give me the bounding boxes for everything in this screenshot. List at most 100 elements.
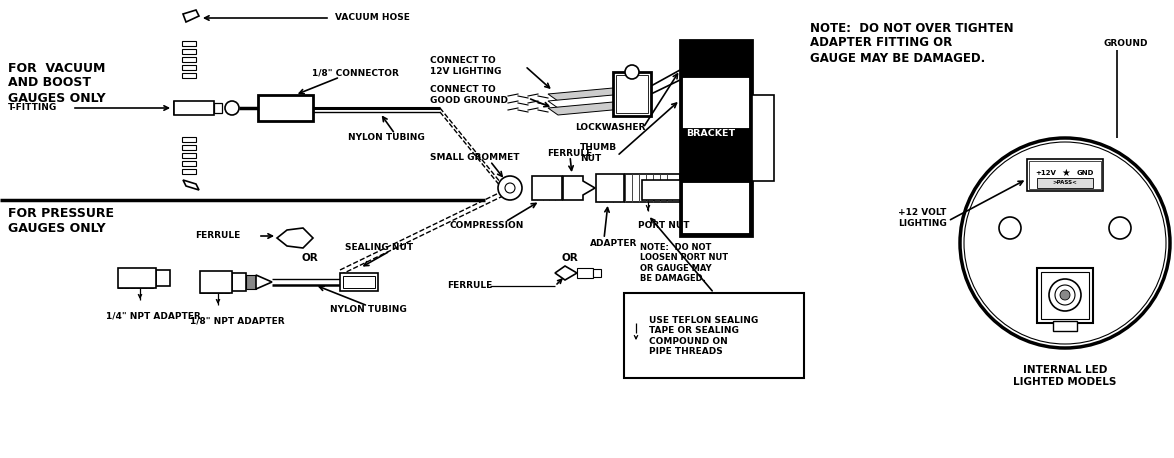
Bar xyxy=(683,78,749,128)
Text: PORT NUT: PORT NUT xyxy=(637,220,689,229)
Bar xyxy=(214,103,222,113)
Text: 1/8" CONNECTOR: 1/8" CONNECTOR xyxy=(312,69,399,77)
Bar xyxy=(576,268,593,278)
Text: FERRULE: FERRULE xyxy=(195,231,241,240)
Bar xyxy=(174,101,214,115)
Bar xyxy=(182,153,196,158)
Polygon shape xyxy=(183,10,200,22)
Text: OR: OR xyxy=(302,253,318,263)
Bar xyxy=(124,268,129,288)
Text: OR: OR xyxy=(561,253,579,263)
Bar xyxy=(616,75,648,113)
Bar xyxy=(119,268,123,288)
Text: FOR  VACUUM
AND BOOST
GAUGES ONLY: FOR VACUUM AND BOOST GAUGES ONLY xyxy=(8,61,106,104)
Text: SEALING NUT: SEALING NUT xyxy=(345,244,413,252)
Circle shape xyxy=(498,176,522,200)
Bar xyxy=(1028,161,1101,189)
Polygon shape xyxy=(277,228,313,248)
Text: MOUNTING
BRACKET: MOUNTING BRACKET xyxy=(686,118,745,138)
Bar xyxy=(1053,321,1077,331)
Text: GND: GND xyxy=(1077,170,1094,176)
Bar xyxy=(182,41,196,46)
Text: >PASS<: >PASS< xyxy=(1053,180,1078,185)
Text: USE TEFLON SEALING
TAPE OR SEALING
COMPOUND ON
PIPE THREADS: USE TEFLON SEALING TAPE OR SEALING COMPO… xyxy=(649,316,758,356)
Text: 1/4" NPT ADAPTER: 1/4" NPT ADAPTER xyxy=(106,311,201,321)
Text: T-FITTING: T-FITTING xyxy=(8,104,58,113)
Bar xyxy=(182,145,196,150)
Bar xyxy=(596,174,625,202)
Text: THUMB
NUT: THUMB NUT xyxy=(580,143,618,163)
Bar xyxy=(1037,268,1093,323)
Text: FERRULE: FERRULE xyxy=(547,148,592,158)
Bar xyxy=(343,276,375,288)
Text: FERRULE: FERRULE xyxy=(447,282,492,290)
Text: FOR PRESSURE
GAUGES ONLY: FOR PRESSURE GAUGES ONLY xyxy=(8,207,114,235)
Bar xyxy=(613,72,652,116)
Bar xyxy=(642,180,680,200)
Bar xyxy=(136,268,141,288)
Circle shape xyxy=(625,65,639,79)
Text: LOCKWASHER: LOCKWASHER xyxy=(575,124,646,132)
Bar xyxy=(212,271,217,293)
Text: COMPRESSION: COMPRESSION xyxy=(450,220,525,229)
Text: NOTE:  DO NOT OVER TIGHTEN
ADAPTER FITTING OR
GAUGE MAY BE DAMAGED.: NOTE: DO NOT OVER TIGHTEN ADAPTER FITTIN… xyxy=(810,22,1013,65)
Text: +12 VOLT
LIGHTING: +12 VOLT LIGHTING xyxy=(898,208,946,228)
Polygon shape xyxy=(548,95,623,108)
Bar xyxy=(340,273,378,291)
Bar xyxy=(753,95,774,181)
Bar xyxy=(1027,159,1104,191)
Circle shape xyxy=(999,217,1021,239)
Bar xyxy=(680,40,753,236)
Text: SMALL GROMMET: SMALL GROMMET xyxy=(430,153,520,163)
Text: INTERNAL LED
LIGHTED MODELS: INTERNAL LED LIGHTED MODELS xyxy=(1013,365,1116,387)
Circle shape xyxy=(1060,290,1070,300)
Text: GROUND: GROUND xyxy=(1104,38,1147,48)
Bar xyxy=(232,273,247,291)
Polygon shape xyxy=(548,88,623,101)
Bar xyxy=(258,95,313,121)
Text: CONNECT TO
12V LIGHTING: CONNECT TO 12V LIGHTING xyxy=(430,56,501,76)
Bar xyxy=(148,268,153,288)
Circle shape xyxy=(1050,279,1081,311)
Circle shape xyxy=(1109,217,1131,239)
Text: 1/8" NPT ADAPTER: 1/8" NPT ADAPTER xyxy=(190,316,284,326)
Bar xyxy=(182,169,196,174)
Text: ADAPTER: ADAPTER xyxy=(591,239,637,247)
Bar xyxy=(532,176,562,200)
Bar xyxy=(200,271,205,293)
Bar xyxy=(683,183,749,233)
Bar xyxy=(182,65,196,70)
Text: CONNECT TO
GOOD GROUND: CONNECT TO GOOD GROUND xyxy=(430,85,508,105)
Text: NOTE:  DO NOT
LOOSEN PORT NUT
OR GAUGE MAY
BE DAMAGED.: NOTE: DO NOT LOOSEN PORT NUT OR GAUGE MA… xyxy=(640,243,728,283)
Bar xyxy=(625,293,804,378)
Circle shape xyxy=(225,101,239,115)
Text: VACUUM HOSE: VACUUM HOSE xyxy=(335,13,410,22)
Bar xyxy=(1037,178,1093,188)
Bar xyxy=(182,137,196,142)
Text: ★: ★ xyxy=(1061,168,1071,178)
Text: +12V: +12V xyxy=(1035,170,1055,176)
Polygon shape xyxy=(183,180,200,190)
Bar xyxy=(182,73,196,78)
Bar xyxy=(218,271,223,293)
Bar xyxy=(593,269,601,277)
Bar xyxy=(247,275,256,289)
Bar xyxy=(182,57,196,62)
Circle shape xyxy=(505,183,515,193)
Bar xyxy=(182,161,196,166)
Bar xyxy=(142,268,147,288)
Circle shape xyxy=(960,138,1170,348)
Circle shape xyxy=(1055,285,1075,305)
Bar xyxy=(200,271,232,293)
Bar xyxy=(156,270,170,286)
Polygon shape xyxy=(256,275,272,289)
Bar xyxy=(625,174,680,202)
Bar xyxy=(205,271,211,293)
Bar xyxy=(119,268,156,288)
Polygon shape xyxy=(555,266,576,280)
Bar xyxy=(1041,272,1089,319)
Polygon shape xyxy=(564,176,595,200)
Bar xyxy=(224,271,229,293)
Polygon shape xyxy=(548,102,623,115)
Bar xyxy=(130,268,135,288)
